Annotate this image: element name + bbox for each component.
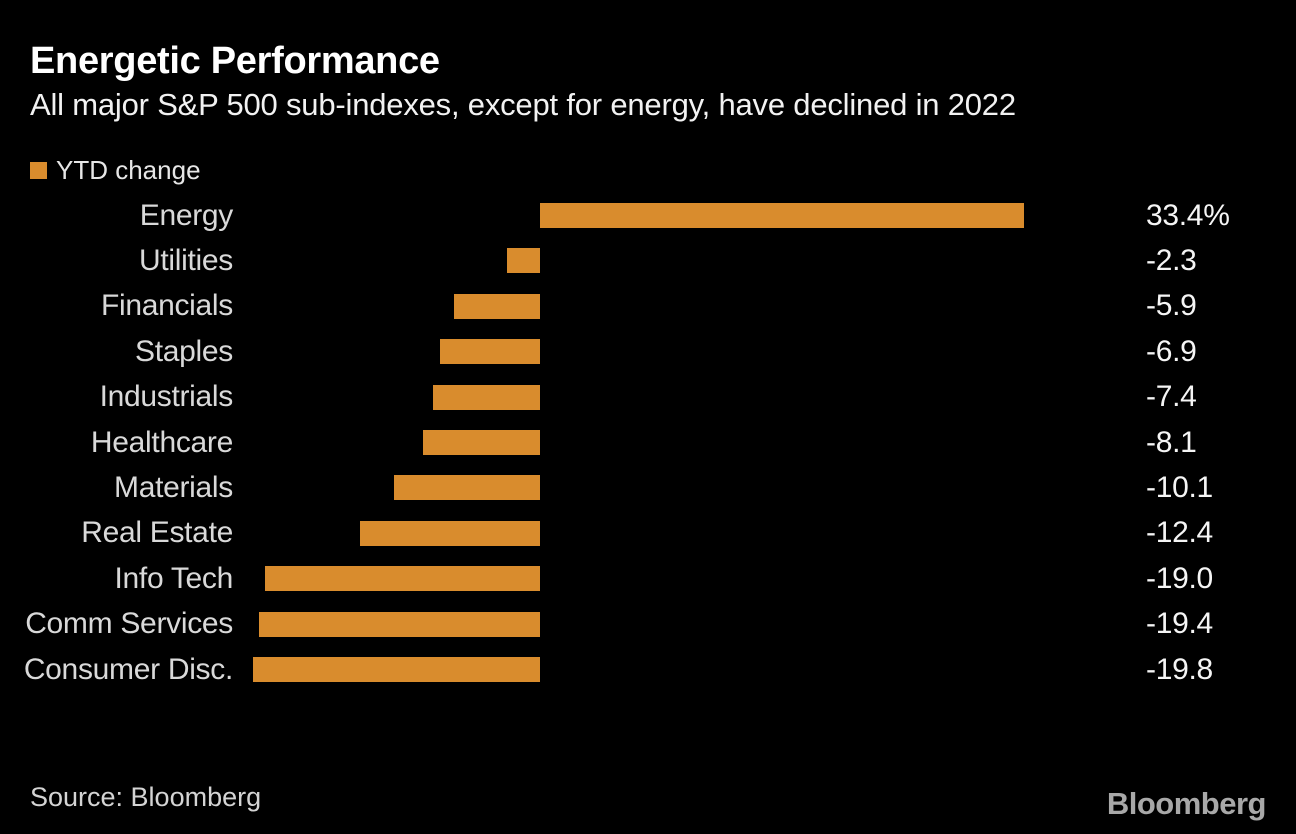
chart-row: Healthcare -8.1	[0, 420, 1296, 465]
chart-subtitle: All major S&P 500 sub-indexes, except fo…	[30, 87, 1016, 122]
chart-row: Real Estate -12.4	[0, 511, 1296, 556]
bloomberg-logo: Bloomberg	[1106, 786, 1267, 821]
category-label: Healthcare	[90, 425, 233, 459]
chart-title: Energetic Performance	[30, 40, 440, 82]
value-label: -10.1	[1146, 471, 1213, 505]
value-label: -7.4	[1146, 380, 1197, 414]
category-label: Energy	[139, 198, 234, 232]
value-label: -5.9	[1146, 289, 1197, 323]
bar	[393, 475, 540, 501]
value-label: 33.4%	[1146, 198, 1230, 232]
bar	[506, 248, 540, 274]
bar	[439, 339, 540, 365]
value-label: -19.0	[1146, 561, 1213, 595]
chart-row: Financials -5.9	[0, 284, 1296, 329]
bar	[360, 520, 540, 546]
value-label: -19.4	[1146, 607, 1213, 641]
source-note: Source: Bloomberg	[30, 782, 262, 812]
bar	[258, 611, 540, 637]
value-label: -12.4	[1146, 516, 1213, 550]
value-label: -19.8	[1146, 652, 1213, 686]
bar-chart: Energy 33.4% Utilities -2.3 Financials -5.9 St…	[0, 193, 1296, 693]
value-label: -6.9	[1146, 334, 1197, 368]
legend-label: YTD change	[56, 155, 201, 185]
chart-row: Info Tech -19.0	[0, 556, 1296, 601]
category-label: Comm Services	[25, 607, 233, 641]
bar	[454, 293, 540, 319]
category-label: Materials	[114, 471, 233, 505]
category-label: Financials	[100, 289, 233, 323]
legend-swatch-icon	[30, 162, 47, 179]
category-label: Real Estate	[81, 516, 233, 550]
category-label: Consumer Disc.	[23, 652, 233, 686]
chart-row: Materials -10.1	[0, 465, 1296, 510]
chart-row: Industrials -7.4	[0, 375, 1296, 420]
bar	[252, 657, 540, 682]
chart-row: Comm Services -19.4	[0, 602, 1296, 647]
value-label: -8.1	[1146, 425, 1197, 459]
bar	[432, 384, 540, 410]
bar	[540, 203, 1025, 228]
chart-row: Utilities -2.3	[0, 238, 1296, 283]
chart-row: Staples -6.9	[0, 329, 1296, 374]
chart-row: Consumer Disc. -19.8	[0, 647, 1296, 692]
legend: YTD change	[30, 155, 201, 186]
bar	[264, 566, 540, 592]
category-label: Info Tech	[114, 561, 233, 595]
category-label: Industrials	[99, 380, 234, 414]
value-label: -2.3	[1146, 244, 1197, 278]
chart-row: Energy 33.4%	[0, 193, 1296, 238]
bar	[422, 430, 540, 455]
category-label: Staples	[135, 334, 233, 368]
category-label: Utilities	[139, 244, 233, 278]
